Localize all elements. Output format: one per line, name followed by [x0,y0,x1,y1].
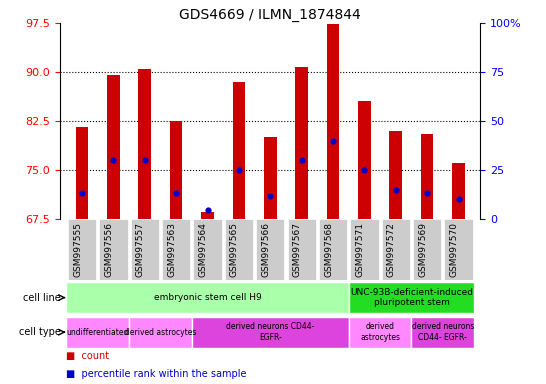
Text: embryonic stem cell H9: embryonic stem cell H9 [153,293,262,302]
Bar [389,131,402,219]
Bar [382,219,410,280]
Bar [444,219,473,280]
Text: undifferentiated: undifferentiated [67,328,129,337]
Bar [66,316,129,348]
Text: GSM997565: GSM997565 [230,222,239,277]
Title: GDS4669 / ILMN_1874844: GDS4669 / ILMN_1874844 [180,8,361,22]
Bar [421,134,434,219]
Bar [319,219,347,280]
Point [140,157,149,163]
Bar [225,219,253,280]
Text: derived neurons CD44-
EGFR-: derived neurons CD44- EGFR- [226,323,314,342]
Bar [358,101,371,219]
Point [329,137,337,144]
Bar [107,75,120,219]
Bar [412,316,474,348]
Bar [233,82,245,219]
Text: GSM997570: GSM997570 [449,222,459,277]
Bar [139,69,151,219]
Bar [351,219,378,280]
Point [297,157,306,163]
Text: cell line: cell line [23,293,61,303]
Text: GSM997569: GSM997569 [418,222,427,277]
Bar [66,282,349,313]
Point [235,167,244,173]
Bar [130,219,159,280]
Bar [193,219,222,280]
Bar [170,121,182,219]
Bar [288,219,316,280]
Point [454,196,463,202]
Bar [162,219,190,280]
Point [172,190,181,196]
Bar [264,137,276,219]
Bar [349,282,474,313]
Text: GSM997571: GSM997571 [355,222,364,277]
Text: GSM997563: GSM997563 [167,222,176,277]
Point [203,207,212,214]
Text: ■  percentile rank within the sample: ■ percentile rank within the sample [66,369,246,379]
Text: GSM997566: GSM997566 [262,222,270,277]
Text: GSM997572: GSM997572 [387,222,396,277]
Bar [256,219,284,280]
Text: derived astrocytes: derived astrocytes [125,328,196,337]
Bar [76,127,88,219]
Bar [99,219,128,280]
Text: cell type: cell type [19,327,61,337]
Text: UNC-93B-deficient-induced
pluripotent stem: UNC-93B-deficient-induced pluripotent st… [350,288,473,307]
Bar [413,219,441,280]
Text: derived neurons
CD44- EGFR-: derived neurons CD44- EGFR- [412,323,474,342]
Text: GSM997567: GSM997567 [293,222,301,277]
Text: GSM997556: GSM997556 [104,222,114,277]
Bar [452,164,465,219]
Bar [201,212,214,219]
Bar [349,316,412,348]
Text: GSM997564: GSM997564 [199,222,207,277]
Bar [129,316,192,348]
Point [109,157,118,163]
Point [360,167,369,173]
Point [78,190,86,196]
Point [266,193,275,199]
Bar [295,67,308,219]
Bar [68,219,96,280]
Text: GSM997557: GSM997557 [136,222,145,277]
Bar [327,24,339,219]
Text: ■  count: ■ count [66,351,109,361]
Point [391,187,400,193]
Bar [192,316,349,348]
Text: derived
astrocytes: derived astrocytes [360,323,400,342]
Point [423,190,431,196]
Text: GSM997555: GSM997555 [73,222,82,277]
Text: GSM997568: GSM997568 [324,222,333,277]
